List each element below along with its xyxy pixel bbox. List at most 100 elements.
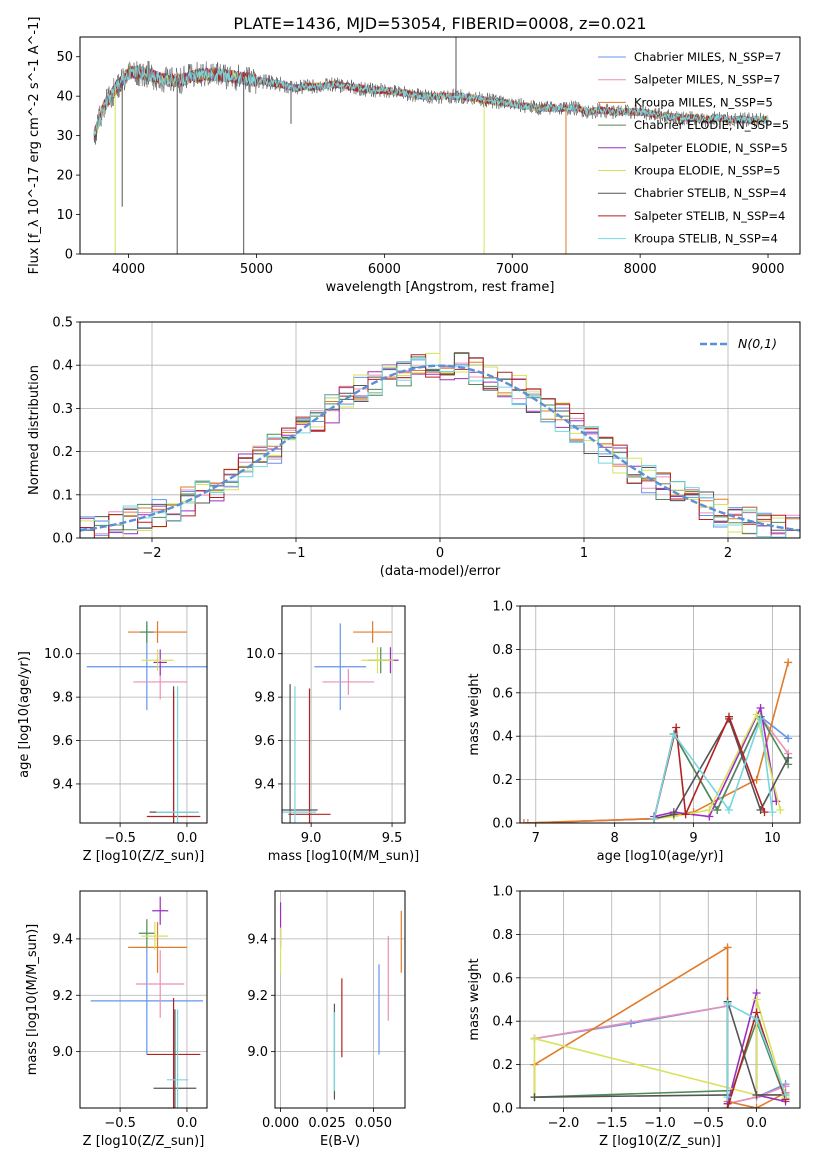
weight-marker xyxy=(752,710,761,719)
weight-marker xyxy=(705,805,714,814)
age_vs_Z-xtick-label: 0.0 xyxy=(177,831,198,846)
age_vs_mass-panel: 9.0 9.5 9.4 9.6 9.8 10.0 mass [log10(M/M_sun)] xyxy=(246,605,420,864)
weight_vs_Z-ytick-label: 0.2 xyxy=(492,1058,513,1073)
legend-label: Kroupa MILES, N_SSP=5 xyxy=(634,95,773,109)
mass_vs_Z-frame xyxy=(79,890,208,1109)
age_vs_Z-panel: −0.5 0.0 9.4 9.6 9.8 10.0 Z [log10(Z/Z_sun)] ag… xyxy=(17,605,208,864)
weight-marker xyxy=(669,730,678,739)
age_vs_mass-plot-area xyxy=(282,621,399,823)
spectrum-xtick-label: 4000 xyxy=(112,262,145,277)
mass_vs_ebv-plot-area xyxy=(279,902,402,1100)
spectrum-ytick-label: 30 xyxy=(56,129,73,144)
mass_vs_Z-xlabel: Z [log10(Z/Z_sun)] xyxy=(83,1134,205,1149)
weight-marker xyxy=(784,753,793,762)
residuals-ytick-label: 0.2 xyxy=(52,445,73,460)
age_vs_mass-xtick-label: 9.0 xyxy=(301,831,322,846)
legend-label: Salpeter STELIB, N_SSP=4 xyxy=(634,209,785,223)
mass_vs_Z-plot-area xyxy=(90,896,203,1108)
residual-histogram xyxy=(80,357,800,538)
weight-marker xyxy=(760,808,769,817)
mass_vs_ebv-xlabel: E(B-V) xyxy=(320,1134,360,1149)
legend-label: Chabrier MILES, N_SSP=7 xyxy=(634,50,781,64)
mass_vs_ebv-frame xyxy=(274,890,406,1109)
mass_vs_Z-ylabel: mass [log10(M/M_sun)] xyxy=(25,924,40,1076)
weight_vs_Z-xlabel: Z [log10(Z/Z_sun)] xyxy=(599,1134,721,1149)
weight-marker xyxy=(752,775,761,784)
weight_vs_age-ytick-label: 0.8 xyxy=(492,643,513,658)
weight-marker xyxy=(669,810,678,819)
weight_vs_age-panel: 7 8 9 10 0.0 0.2 0.4 0.6 0.8 1.0 age [log10(age/yr… xyxy=(467,600,801,864)
legend-label: Salpeter MILES, N_SSP=7 xyxy=(634,73,780,87)
weight-marker xyxy=(781,1090,790,1099)
weight-marker xyxy=(713,805,722,814)
mass_vs_Z-panel: −0.5 0.0 9.0 9.2 9.4 Z [log10(Z/Z_sun)] mass [… xyxy=(25,890,208,1149)
weight_vs_age-ylabel: mass weight xyxy=(467,673,482,755)
residuals-panel: −2 −1 0 1 2 0.0 0.1 0.2 0.3 0.4 0.5 (data-model)/er… xyxy=(27,316,801,579)
residuals-xtick-label: 1 xyxy=(580,546,588,561)
legend-label: Kroupa ELODIE, N_SSP=5 xyxy=(634,164,780,178)
age_vs_mass-ytick-label: 9.6 xyxy=(254,734,275,749)
residuals-ytick-label: 0.3 xyxy=(52,402,73,417)
spectrum-frame xyxy=(79,36,801,255)
weight-marker xyxy=(725,805,734,814)
age_vs_Z-xlabel: Z [log10(Z/Z_sun)] xyxy=(83,849,205,864)
mass_vs_Z-ytick-label: 9.0 xyxy=(52,1045,73,1060)
spectrum-ytick-label: 0 xyxy=(65,248,73,263)
weight-marker xyxy=(681,810,690,819)
weight-marker xyxy=(768,808,777,817)
gaussian-legend-label: N(0,1) xyxy=(738,336,777,351)
spectrum-plot-area xyxy=(93,37,769,254)
mass_vs_ebv-ytick-label: 9.4 xyxy=(247,932,268,947)
age_vs_Z-ytick-label: 9.4 xyxy=(52,777,73,792)
spectrum-xlabel: wavelength [Angstrom, rest frame] xyxy=(326,280,555,295)
residuals-xtick-label: −2 xyxy=(142,546,161,561)
age_vs_mass-frame xyxy=(281,605,406,824)
weight-marker xyxy=(756,703,765,712)
weight_vs_age-ytick-label: 0.0 xyxy=(492,817,513,832)
mass_vs_ebv-panel: 0.000 0.025 0.050 9.0 9.2 9.4 E(B-V) xyxy=(247,890,406,1149)
weight_vs_age-xtick-label: 9 xyxy=(689,831,697,846)
spectrum-xtick-label: 8000 xyxy=(624,262,657,277)
weight-marker xyxy=(723,1093,732,1102)
mass_vs_Z-ytick-label: 9.4 xyxy=(52,932,73,947)
weight_vs_Z-xtick-label: −1.0 xyxy=(644,1116,676,1131)
spectrum-xtick-label: 7000 xyxy=(496,262,529,277)
weight_vs_Z-xtick-label: −0.5 xyxy=(692,1116,724,1131)
weight-marker xyxy=(752,1015,761,1024)
spectrum-ytick-label: 50 xyxy=(56,50,73,65)
age_vs_Z-plot-area xyxy=(86,621,207,823)
legend-label: Chabrier ELODIE, N_SSP=5 xyxy=(634,118,789,132)
mass_vs_Z-xtick-label: −0.5 xyxy=(104,1116,136,1131)
weight-marker xyxy=(784,734,793,743)
age_vs_Z-ytick-label: 10.0 xyxy=(44,647,73,662)
weight-marker xyxy=(723,999,732,1008)
spectrum-line xyxy=(93,65,769,136)
weight_vs_age-xtick-label: 7 xyxy=(532,831,540,846)
age_vs_mass-ytick-label: 9.4 xyxy=(254,777,275,792)
residuals-xtick-label: 0 xyxy=(436,546,444,561)
weight_vs_Z-ylabel: mass weight xyxy=(467,958,482,1040)
weight_vs_age-plot-area xyxy=(520,658,793,823)
age_vs_Z-xtick-label: −0.5 xyxy=(104,831,136,846)
weight-marker xyxy=(520,819,528,823)
residuals-ytick-label: 0.5 xyxy=(52,316,73,331)
spectrum-ylabel: Flux [f_λ 10^-17 erg cm^-2 s^-1 A^-1] xyxy=(27,17,42,275)
weight-line xyxy=(726,1002,787,1098)
gaussian-curve xyxy=(80,364,800,532)
weight-marker xyxy=(752,995,761,1004)
residuals-ytick-label: 0.1 xyxy=(52,488,73,503)
residual-histogram xyxy=(80,354,800,538)
age_vs_mass-xlabel: mass [log10(M/M_sun)] xyxy=(268,849,420,864)
age_vs_Z-ylabel: age [log10(age/yr)] xyxy=(17,651,32,778)
weight-marker xyxy=(756,714,765,723)
spectrum-ytick-label: 40 xyxy=(56,90,73,105)
residuals-ytick-label: 0.0 xyxy=(52,532,73,547)
age_vs_Z-frame xyxy=(79,605,208,824)
weight_vs_Z-ytick-label: 0.4 xyxy=(492,1015,513,1030)
weight_vs_Z-xtick-label: −1.5 xyxy=(596,1116,628,1131)
weight_vs_age-ytick-label: 1.0 xyxy=(492,600,513,615)
weight-marker xyxy=(530,1093,539,1102)
residuals-ytick-label: 0.4 xyxy=(52,359,73,374)
weight-marker xyxy=(772,797,781,806)
weight_vs_age-xtick-label: 8 xyxy=(611,831,619,846)
